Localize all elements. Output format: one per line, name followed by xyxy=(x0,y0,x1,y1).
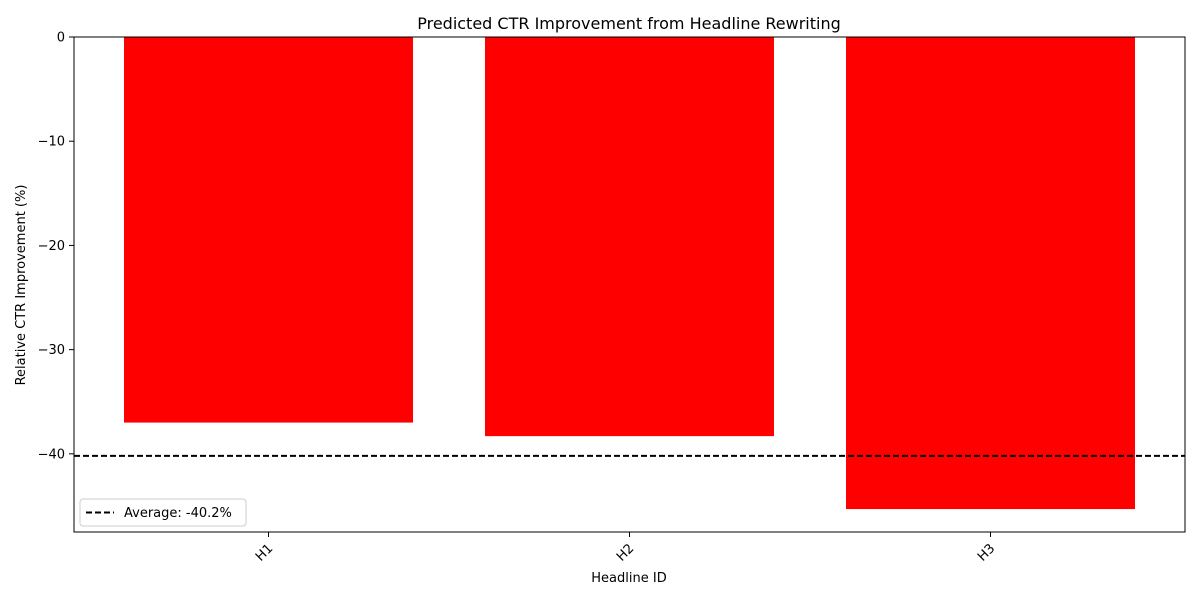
y-tick-label: 0 xyxy=(57,31,65,46)
y-tick-label: −40 xyxy=(38,447,65,462)
y-tick-label: −30 xyxy=(38,343,65,358)
legend-box xyxy=(79,498,247,527)
y-tick-label: −10 xyxy=(38,135,65,150)
chart-title: Predicted CTR Improvement from Headline … xyxy=(417,14,841,33)
y-axis-ticks: 0 −10 −20 −30 −40 xyxy=(38,31,74,462)
bars-group xyxy=(124,37,1135,510)
legend: Average: -40.2% xyxy=(79,498,247,527)
bar-h3 xyxy=(846,37,1135,510)
y-axis-label: Relative CTR Improvement (%) xyxy=(14,185,29,386)
bar-h2 xyxy=(485,37,774,437)
legend-entry-average: Average: -40.2% xyxy=(124,506,232,521)
bar-h1 xyxy=(124,37,413,423)
x-axis-label: Headline ID xyxy=(591,571,666,586)
y-tick-label: −20 xyxy=(38,239,65,254)
